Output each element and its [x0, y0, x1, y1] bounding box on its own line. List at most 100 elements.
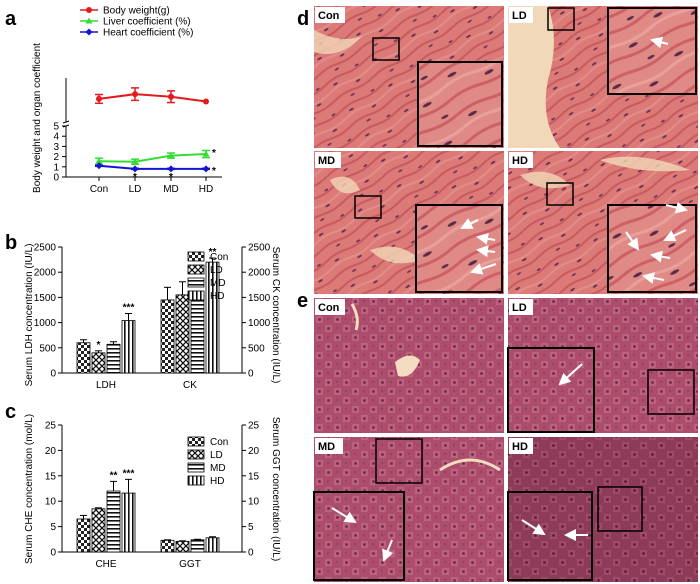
bar	[76, 342, 91, 374]
arrow-icon	[331, 507, 357, 524]
panel-label-a: a	[5, 8, 17, 30]
legend-swatch	[187, 475, 205, 486]
y-tick-label: 0	[50, 369, 56, 380]
y-tick-label: 1000	[34, 318, 57, 329]
y-tick-label: 10	[45, 497, 57, 508]
bar-group-che: ** ***CHE	[76, 468, 136, 570]
data-point	[168, 93, 174, 100]
zoom-inset	[507, 347, 595, 433]
bar	[175, 294, 190, 374]
micrograph-e-hd: HD	[507, 437, 698, 582]
x-tick-label: MD	[163, 184, 179, 195]
micrograph-label: MD	[318, 155, 335, 167]
legend-label: Body weight(g)	[103, 6, 170, 17]
legend-marker	[86, 7, 92, 13]
micrograph-d-con: Con	[314, 6, 504, 148]
legend-swatch	[187, 436, 205, 447]
legend-label: MD	[210, 278, 226, 289]
y-tick-label: 500	[248, 343, 265, 354]
legend-swatch	[187, 251, 205, 262]
data-point	[95, 157, 103, 164]
panel-label-b: b	[5, 232, 17, 254]
legend-label: Con	[210, 437, 228, 448]
x-tick-label: LDH	[96, 380, 116, 391]
data-point	[202, 165, 210, 173]
bar	[91, 352, 106, 374]
panel-e-micrographs: Con LD MD H	[313, 298, 698, 582]
arrow-icon	[476, 245, 496, 258]
y-tick-label: 15	[248, 471, 260, 482]
chart-c-left-ylabel: Serum CHE concentration (mol/L)	[24, 414, 35, 564]
bar	[190, 293, 205, 374]
legend-label: MD	[210, 463, 226, 474]
data-point	[202, 150, 210, 157]
y-tick-label: 1500	[34, 293, 57, 304]
y-tick-label: 0	[248, 548, 254, 559]
zoom-inset	[607, 7, 697, 95]
micrograph-label: MD	[318, 441, 335, 453]
bar	[175, 540, 190, 553]
y-tick-label: 3	[53, 142, 59, 153]
y-tick-label: 4	[53, 132, 59, 143]
y-tick-label: 1	[53, 162, 59, 173]
arrow-icon	[460, 218, 479, 229]
series-line	[98, 93, 207, 103]
micrograph-e-md: MD	[313, 437, 504, 582]
bar	[190, 539, 205, 553]
y-tick-label: 2	[53, 152, 59, 163]
chart-a-series: * * * *	[95, 87, 216, 183]
significance-label: ***	[123, 303, 135, 314]
bar-group-ggt: GGT	[160, 536, 220, 570]
data-point	[132, 91, 138, 98]
x-tick-label: GGT	[179, 559, 201, 570]
legend-label: Con	[210, 252, 228, 263]
y-tick-label: 25	[248, 421, 260, 432]
y-tick-label: 0	[248, 369, 254, 380]
arrow-icon	[382, 539, 394, 562]
micrograph-label: LD	[512, 10, 527, 22]
micrograph-d-md: MD	[314, 151, 504, 294]
arrow-icon	[650, 36, 669, 49]
micrograph-d-hd: HD	[508, 151, 698, 294]
y-tick-label: 15	[45, 471, 57, 482]
arrow-icon	[521, 519, 546, 536]
inset-box	[597, 486, 643, 532]
inset-box	[546, 182, 574, 206]
significance-label: *	[133, 172, 137, 183]
y-tick-label: 0	[53, 173, 59, 184]
legend-label: LD	[210, 450, 223, 461]
legend-swatch	[187, 462, 205, 473]
panel-label-e: e	[297, 290, 308, 312]
legend-swatch	[187, 290, 205, 301]
micrograph-e-con: Con	[314, 298, 504, 433]
bar-group-ldh: ****LDH	[76, 303, 136, 391]
y-tick-label: 2000	[34, 268, 57, 279]
bar	[106, 490, 121, 553]
legend-swatch	[187, 449, 205, 460]
series-liver-coefficient-: *	[95, 148, 216, 165]
y-tick-label: 1500	[248, 293, 271, 304]
chart-a-ylabel: Body weight and organ coefficient	[32, 43, 43, 193]
legend-label: Liver coefficient (%)	[103, 17, 191, 28]
zoom-inset	[313, 491, 405, 581]
bar	[121, 492, 136, 553]
significance-label: *	[97, 340, 101, 351]
y-tick-label: 5	[50, 522, 56, 533]
legend-swatch	[187, 277, 205, 288]
series-line	[98, 153, 207, 163]
bar-group-ck: ** CK	[160, 247, 220, 391]
data-point	[167, 165, 175, 173]
significance-label: **	[209, 247, 217, 258]
inset-box	[375, 438, 423, 484]
panel-label-c: c	[5, 401, 16, 423]
bar	[106, 343, 121, 374]
x-tick-label: Con	[90, 184, 108, 195]
micrograph-label: HD	[512, 441, 528, 453]
axis-break	[62, 120, 70, 124]
x-tick-label: CHE	[95, 559, 116, 570]
micrograph-label: LD	[512, 302, 527, 314]
legend-marker	[85, 28, 93, 36]
chart-b: Serum LDH concentration (IU/L) Serum CK …	[24, 243, 281, 392]
inset-box	[547, 7, 575, 31]
